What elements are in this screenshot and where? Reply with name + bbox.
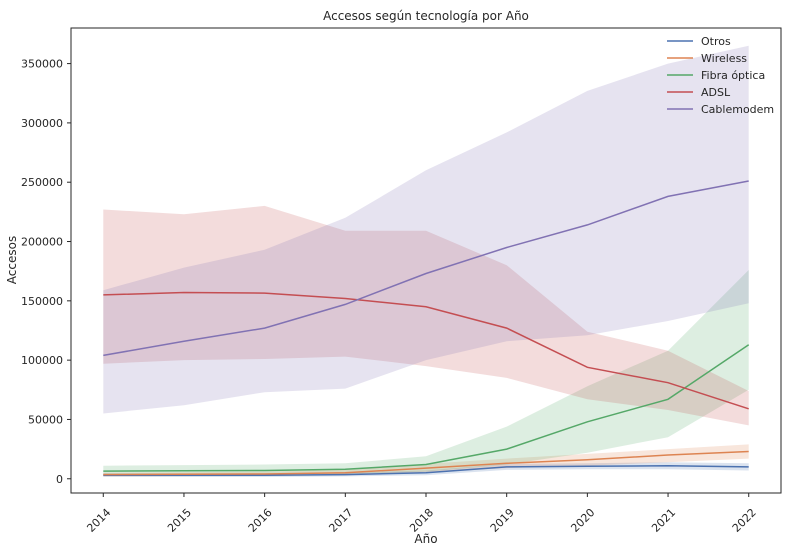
x-axis-title: Año — [414, 532, 437, 546]
y-tick-label: 50000 — [28, 413, 63, 426]
line-adsl — [103, 291, 749, 410]
band-fibra-optica — [103, 270, 749, 476]
series-lines — [103, 180, 750, 476]
y-tick-label: 250000 — [21, 176, 63, 189]
x-tick-label: 2017 — [326, 506, 355, 535]
x-tick-label: 2022 — [730, 506, 759, 535]
x-tick-label: 2015 — [165, 506, 194, 535]
line-wireless — [103, 450, 749, 476]
legend-label-adsl: ADSL — [701, 86, 731, 99]
band-wireless — [103, 444, 749, 477]
y-tick-label: 300000 — [21, 117, 63, 130]
x-axis: 2014 2015 2016 2017 2018 2019 2020 2021 2022 — [84, 493, 759, 535]
legend-label-wireless: Wireless — [701, 52, 747, 65]
y-tick-label: 0 — [56, 473, 63, 486]
x-tick-label: 2020 — [568, 506, 597, 535]
chart-title: Accesos según tecnología por Año — [323, 9, 529, 23]
y-axis-title: Accesos — [5, 236, 19, 284]
y-tick-label: 350000 — [21, 58, 63, 71]
legend-label-cablemodem: Cablemodem — [701, 103, 774, 116]
y-tick-label: 100000 — [21, 354, 63, 367]
y-tick-label: 200000 — [21, 236, 63, 249]
x-tick-label: 2019 — [488, 506, 517, 535]
y-tick-label: 150000 — [21, 295, 63, 308]
x-tick-label: 2018 — [407, 506, 436, 535]
x-tick-label: 2016 — [246, 506, 275, 535]
y-axis: 0 50000 100000 150000 200000 250000 300000 3500… — [21, 58, 71, 486]
band-adsl — [103, 205, 749, 426]
legend-label-fibra-optica: Fibra óptica — [701, 69, 765, 82]
confidence-bands — [103, 45, 749, 477]
legend-label-otros: Otros — [701, 35, 731, 48]
x-tick-label: 2021 — [649, 506, 678, 535]
band-cablemodem — [103, 45, 749, 414]
x-tick-label: 2014 — [84, 506, 113, 535]
legend: Otros Wireless Fibra óptica ADSL Cablemodem — [667, 35, 774, 116]
line-fibra-optica — [103, 344, 750, 472]
line-cablemodem — [103, 180, 749, 357]
line-otros — [103, 464, 749, 476]
